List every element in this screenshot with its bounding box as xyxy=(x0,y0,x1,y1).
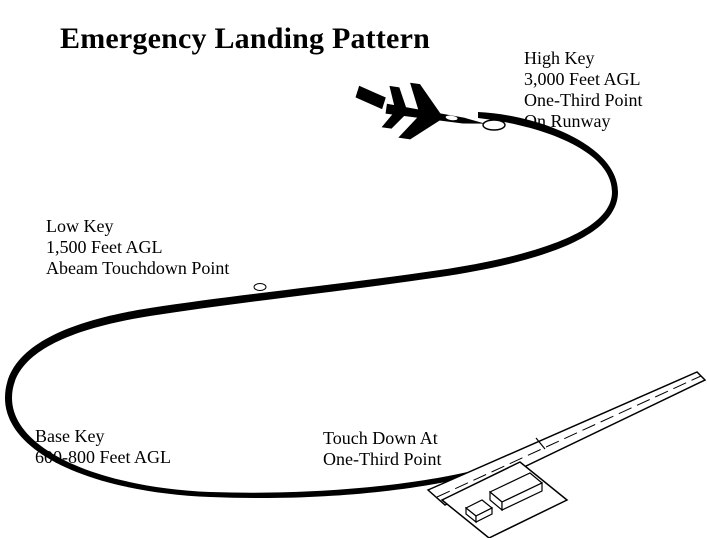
low-key-line-1: Low Key xyxy=(46,216,114,236)
runway-icon xyxy=(426,371,707,506)
high-key-line-2: 3,000 Feet AGL xyxy=(524,69,641,89)
low-key-line-2: 1,500 Feet AGL xyxy=(46,237,163,257)
page-title: Emergency Landing Pattern xyxy=(60,22,430,55)
high-key-marker xyxy=(482,119,506,131)
touchdown-line-1: Touch Down At xyxy=(323,428,438,448)
high-key-line-4: On Runway xyxy=(524,111,611,131)
base-key-label: Base Key 600-800 Feet AGL xyxy=(35,426,171,468)
high-key-label: High Key 3,000 Feet AGL One-Third Point … xyxy=(524,48,643,132)
high-key-line-1: High Key xyxy=(524,48,595,68)
low-key-line-3: Abeam Touchdown Point xyxy=(46,258,230,278)
base-key-line-1: Base Key xyxy=(35,426,105,446)
low-key-label: Low Key 1,500 Feet AGL Abeam Touchdown P… xyxy=(46,216,229,279)
touchdown-line-2: One-Third Point xyxy=(323,449,442,469)
jet-aircraft-icon xyxy=(355,82,486,140)
high-key-line-3: One-Third Point xyxy=(524,90,643,110)
hangar-icon xyxy=(464,472,544,524)
touchdown-label: Touch Down At One-Third Point xyxy=(323,428,442,470)
base-key-line-2: 600-800 Feet AGL xyxy=(35,447,171,467)
low-key-marker xyxy=(253,283,267,291)
